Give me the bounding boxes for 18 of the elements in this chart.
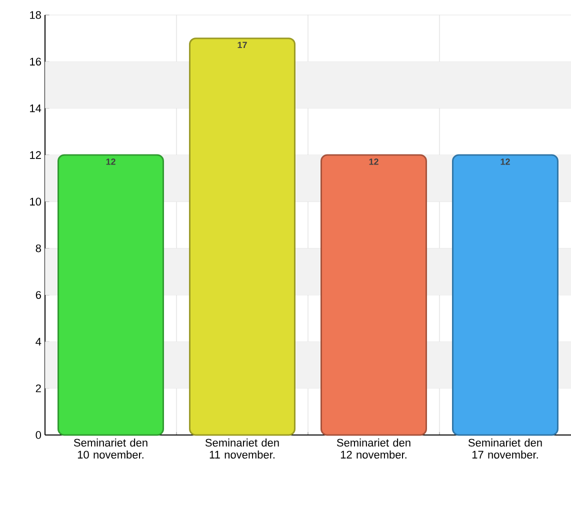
y-tick-label: 16 [30, 58, 41, 66]
y-tick-label: 12 [30, 151, 41, 159]
y-tick-label: 4 [36, 338, 42, 346]
y-tick-label: 18 [30, 11, 41, 19]
y-tick-label: 2 [36, 384, 41, 392]
x-tick-label: Seminariet den 11 november. [205, 438, 279, 459]
y-tick-label: 0 [36, 431, 42, 439]
data-label: 17 [238, 42, 247, 48]
data-label: 12 [500, 158, 510, 165]
y-tick-label: 6 [36, 291, 41, 299]
x-tick-label: Seminariet den 17 november. [468, 438, 542, 459]
y-tick-label: 14 [30, 104, 42, 112]
y-tick-label: 10 [30, 198, 42, 206]
data-label: 12 [369, 158, 378, 165]
data-label: 12 [106, 158, 116, 165]
x-tick-label: Seminariet den 12 november. [336, 438, 410, 459]
y-tick-label: 8 [36, 244, 41, 252]
x-tick-label: Seminariet den 10 november. [74, 438, 148, 459]
